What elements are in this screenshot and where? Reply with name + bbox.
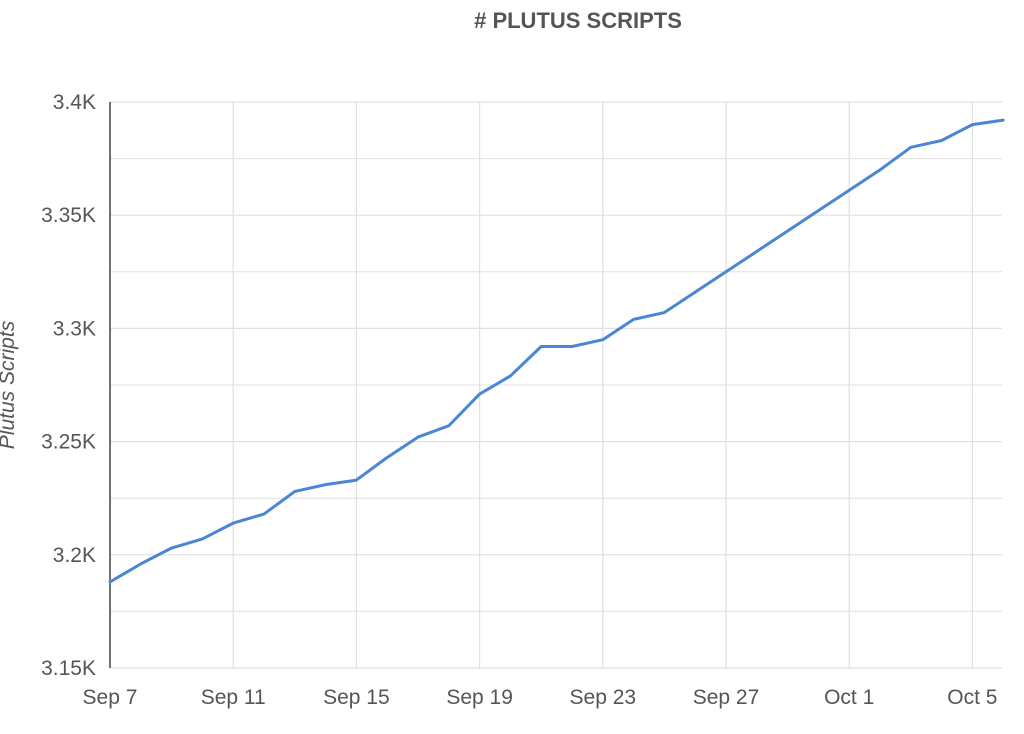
series xyxy=(108,118,1005,584)
chart-title: # PLUTUS SCRIPTS xyxy=(474,8,682,33)
x-tick-label: Sep 19 xyxy=(446,686,513,709)
x-tick-label: Sep 11 xyxy=(201,686,266,709)
series-line xyxy=(108,118,1005,584)
y-axis-label: Plutus Scripts xyxy=(0,320,19,449)
y-tick-label: 3.3K xyxy=(53,317,96,340)
y-tick-label: 3.25K xyxy=(41,431,96,454)
x-tick-label: Oct 1 xyxy=(824,686,874,709)
y-tick-label: 3.4K xyxy=(53,91,96,114)
grid xyxy=(109,101,1002,669)
x-tick-label: Sep 15 xyxy=(323,686,390,709)
x-tick-label: Sep 27 xyxy=(693,686,760,709)
tick-labels: 3.15K 3.2K 3.25K 3.3K 3.35K 3.4K Sep 7 Sep 11 Se… xyxy=(41,91,997,709)
x-tick-label: Sep 7 xyxy=(83,686,138,709)
y-tick-label: 3.2K xyxy=(53,544,96,567)
x-tick-label: Oct 5 xyxy=(947,686,997,709)
y-tick-label: 3.15K xyxy=(41,657,96,680)
y-tick-label: 3.35K xyxy=(41,204,96,227)
x-tick-label: Sep 23 xyxy=(570,686,637,709)
